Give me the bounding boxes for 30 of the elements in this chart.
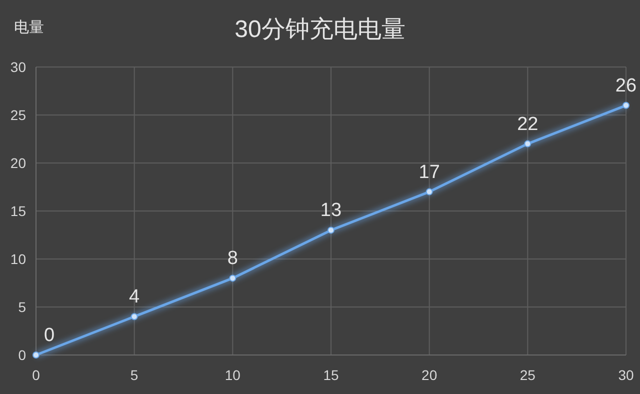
point bbox=[328, 226, 334, 234]
x-tick-label: 25 bbox=[520, 367, 536, 383]
point bbox=[229, 274, 236, 282]
point bbox=[426, 188, 433, 196]
x-tick-label: 30 bbox=[618, 367, 634, 383]
point bbox=[524, 140, 532, 148]
x-tick-label: 0 bbox=[32, 367, 40, 383]
y-tick-label: 20 bbox=[10, 155, 26, 171]
y-tick-label: 25 bbox=[10, 107, 26, 123]
x-tick-label: 20 bbox=[422, 367, 438, 383]
point bbox=[32, 352, 40, 358]
data-label: 13 bbox=[320, 200, 342, 222]
data-label: 26 bbox=[615, 75, 637, 96]
point bbox=[622, 102, 630, 109]
y-axis-title: 电量 bbox=[14, 19, 44, 36]
data-label: 22 bbox=[517, 114, 538, 135]
x-tick-label: 10 bbox=[224, 367, 241, 383]
y-tick-label: 5 bbox=[18, 299, 26, 315]
data-label: 0 bbox=[44, 325, 55, 346]
data-label: 8 bbox=[227, 248, 238, 270]
x-tick-label: 5 bbox=[130, 367, 138, 383]
y-tick-label: 30 bbox=[10, 59, 26, 75]
point bbox=[130, 313, 138, 320]
y-tick-label: 10 bbox=[10, 251, 26, 267]
y-tick-label: 0 bbox=[18, 347, 26, 363]
y-tick-label: 15 bbox=[10, 203, 26, 219]
chart-title: 30分钟充电电量 bbox=[234, 16, 406, 43]
data-label: 17 bbox=[418, 162, 440, 183]
x-tick-label: 15 bbox=[323, 367, 339, 383]
data-label: 4 bbox=[129, 286, 140, 308]
